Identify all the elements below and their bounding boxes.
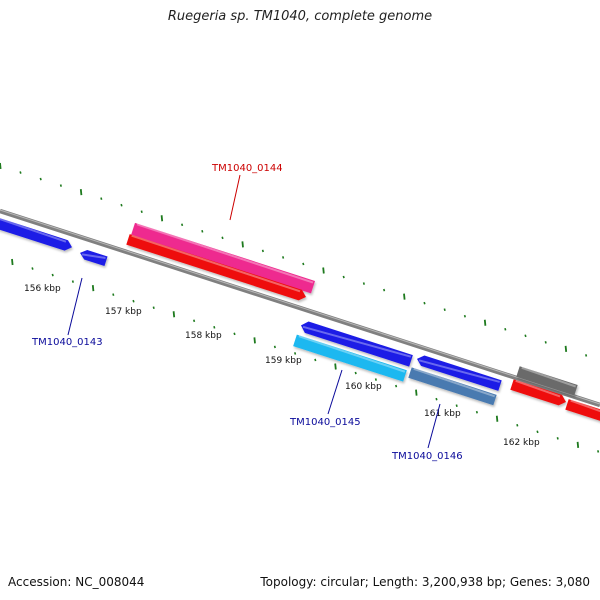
minor-tick [536,430,539,434]
major-tick [79,189,83,196]
gene-0146-blue[interactable] [417,355,502,391]
gene-label-0143[interactable]: TM1040_0143 [31,337,103,348]
scale-label-161: 161 kbp [424,409,461,419]
gene-0144-pink[interactable] [131,222,315,294]
scale-label-159: 159 kbp [265,356,302,366]
major-tick [564,345,568,352]
minor-tick [383,288,386,292]
minor-tick [294,352,297,355]
minor-tick [132,299,135,303]
page-title: Ruegeria sp. TM1040, complete genome [167,9,433,24]
minor-tick [443,308,446,311]
genome-backbone-highlight [0,209,600,405]
ticks-inner [11,258,600,453]
minor-tick [201,230,204,233]
major-tick [172,311,176,318]
major-tick [495,415,499,422]
minor-tick [342,275,345,279]
gene-label-0146[interactable]: TM1040_0146 [391,451,463,462]
minor-tick [221,236,224,240]
major-tick [11,258,14,266]
minor-tick [213,326,216,329]
minor-tick [544,341,547,344]
gene-next-red-a[interactable] [510,379,566,406]
minor-tick [314,358,317,362]
major-tick [253,337,256,344]
minor-tick [181,223,184,227]
major-tick [334,363,337,370]
minor-tick [140,210,143,214]
minor-tick [261,249,264,253]
minor-tick [516,423,519,427]
minor-tick [19,171,22,174]
leader-line-0144 [229,174,241,221]
minor-tick [597,450,600,453]
major-tick [415,389,418,396]
minor-tick [362,282,365,285]
minor-tick [39,177,42,181]
scale-label-156: 156 kbp [24,284,61,294]
minor-tick [233,332,236,336]
gene-0143-b[interactable] [80,249,108,267]
gene-label-0144[interactable]: TM1040_0144 [211,163,283,174]
minor-tick [504,327,507,331]
minor-tick [302,262,305,266]
leader-line-0143 [67,277,83,336]
minor-tick [193,319,196,323]
minor-tick [120,203,123,207]
major-tick [403,293,406,300]
scale-label-157: 157 kbp [105,307,142,317]
gene-next-red-b[interactable] [565,399,600,423]
gene-0145-blue[interactable] [301,321,413,367]
minor-tick [354,371,357,375]
scale-label-162: 162 kbp [503,438,540,448]
minor-tick [59,184,62,187]
minor-tick [374,378,377,381]
major-tick [576,441,580,448]
genome-backbone [0,208,600,408]
minor-tick [282,256,285,259]
minor-tick [112,293,115,296]
major-tick [483,319,487,326]
gene-label-0145[interactable]: TM1040_0145 [289,417,361,428]
scale-label-160: 160 kbp [345,382,382,392]
minor-tick [152,306,155,310]
major-tick [160,215,164,222]
minor-tick [455,404,458,407]
minor-tick [585,354,588,357]
minor-tick [435,397,438,401]
minor-tick [475,410,478,414]
leader-line-0145 [327,369,343,415]
gene-0143-a[interactable] [0,217,72,251]
minor-tick [524,334,527,338]
major-tick [91,285,95,292]
accession-text: Accession: NC_008044 [8,575,145,589]
ticks-outer [0,162,588,357]
genome-summary-text: Topology: circular; Length: 3,200,938 bp… [260,575,590,589]
gene-0145-cyan[interactable] [293,334,407,382]
minor-tick [31,267,34,270]
major-tick [241,241,244,248]
minor-tick [51,273,54,277]
feature-layer [0,217,600,423]
gene-0146-steel[interactable] [408,367,497,406]
minor-tick [463,314,466,318]
scale-label-158: 158 kbp [185,331,222,341]
minor-tick [423,301,426,305]
minor-tick [100,197,103,200]
major-tick [322,267,325,274]
major-tick [0,162,2,170]
minor-tick [556,437,559,440]
minor-tick [273,345,276,349]
gene-next-gray[interactable] [516,366,578,396]
leader-line-0146 [427,403,441,449]
gene-0144-red[interactable] [126,234,306,301]
minor-tick [71,280,74,283]
minor-tick [395,384,398,388]
